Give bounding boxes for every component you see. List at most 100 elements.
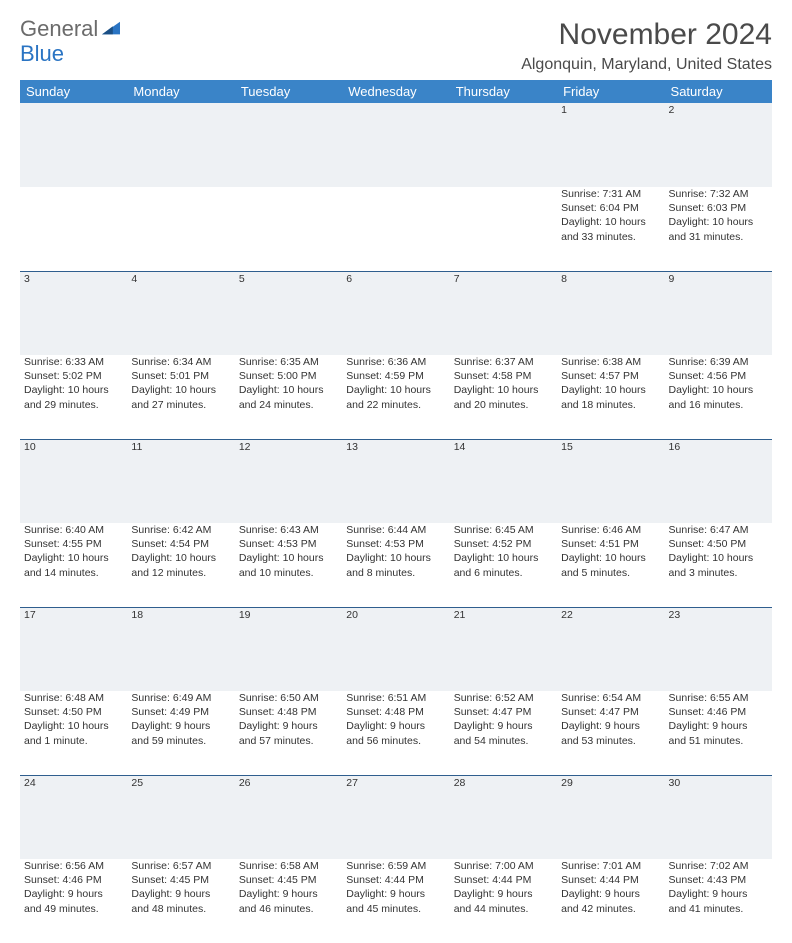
sunrise-text: Sunrise: 6:36 AM xyxy=(346,355,445,369)
day-number-cell: 20 xyxy=(342,607,449,691)
daylight2-text: and 1 minute. xyxy=(24,734,123,748)
sunset-text: Sunset: 4:44 PM xyxy=(454,873,553,887)
title-block: November 2024 Algonquin, Maryland, Unite… xyxy=(521,18,772,74)
daylight1-text: Daylight: 10 hours xyxy=(454,383,553,397)
day-number-cell: 16 xyxy=(665,439,772,523)
daylight1-text: Daylight: 10 hours xyxy=(239,551,338,565)
sunrise-text: Sunrise: 6:42 AM xyxy=(131,523,230,537)
sunrise-text: Sunrise: 7:00 AM xyxy=(454,859,553,873)
day-number-cell: 15 xyxy=(557,439,664,523)
day-number-cell: 23 xyxy=(665,607,772,691)
day-cell xyxy=(127,187,234,271)
daylight2-text: and 14 minutes. xyxy=(24,566,123,580)
day-content-row: Sunrise: 6:48 AMSunset: 4:50 PMDaylight:… xyxy=(20,691,772,775)
page-subtitle: Algonquin, Maryland, United States xyxy=(521,56,772,74)
day-number-cell: 12 xyxy=(235,439,342,523)
weekday-header: Sunday xyxy=(20,80,127,103)
day-number-cell: 2 xyxy=(665,103,772,187)
sunrise-text: Sunrise: 6:52 AM xyxy=(454,691,553,705)
day-number-cell: 28 xyxy=(450,775,557,859)
day-number-cell xyxy=(342,103,449,187)
sunrise-text: Sunrise: 6:49 AM xyxy=(131,691,230,705)
day-number-cell: 29 xyxy=(557,775,664,859)
day-number-cell: 25 xyxy=(127,775,234,859)
sunset-text: Sunset: 4:46 PM xyxy=(24,873,123,887)
day-cell: Sunrise: 6:49 AMSunset: 4:49 PMDaylight:… xyxy=(127,691,234,775)
daylight1-text: Daylight: 9 hours xyxy=(239,887,338,901)
daylight2-text: and 57 minutes. xyxy=(239,734,338,748)
sunrise-text: Sunrise: 7:02 AM xyxy=(669,859,768,873)
sunset-text: Sunset: 6:04 PM xyxy=(561,201,660,215)
daylight2-text: and 24 minutes. xyxy=(239,398,338,412)
sunset-text: Sunset: 4:48 PM xyxy=(239,705,338,719)
day-cell: Sunrise: 6:57 AMSunset: 4:45 PMDaylight:… xyxy=(127,859,234,943)
sunset-text: Sunset: 4:55 PM xyxy=(24,537,123,551)
daylight2-text: and 18 minutes. xyxy=(561,398,660,412)
day-cell: Sunrise: 6:35 AMSunset: 5:00 PMDaylight:… xyxy=(235,355,342,439)
sunset-text: Sunset: 4:49 PM xyxy=(131,705,230,719)
logo: General Blue xyxy=(20,18,120,67)
daylight1-text: Daylight: 10 hours xyxy=(24,551,123,565)
daylight2-text: and 44 minutes. xyxy=(454,902,553,916)
day-cell: Sunrise: 7:02 AMSunset: 4:43 PMDaylight:… xyxy=(665,859,772,943)
day-cell xyxy=(20,187,127,271)
daylight1-text: Daylight: 9 hours xyxy=(346,887,445,901)
day-cell: Sunrise: 6:39 AMSunset: 4:56 PMDaylight:… xyxy=(665,355,772,439)
sunrise-text: Sunrise: 7:31 AM xyxy=(561,187,660,201)
day-number-cell: 24 xyxy=(20,775,127,859)
daylight2-text: and 8 minutes. xyxy=(346,566,445,580)
daylight2-text: and 51 minutes. xyxy=(669,734,768,748)
sunset-text: Sunset: 4:45 PM xyxy=(131,873,230,887)
daylight1-text: Daylight: 10 hours xyxy=(239,383,338,397)
logo-word-2: Blue xyxy=(20,41,98,67)
daylight1-text: Daylight: 10 hours xyxy=(346,551,445,565)
day-cell: Sunrise: 6:59 AMSunset: 4:44 PMDaylight:… xyxy=(342,859,449,943)
daylight2-text: and 22 minutes. xyxy=(346,398,445,412)
day-number-cell: 14 xyxy=(450,439,557,523)
daylight2-text: and 3 minutes. xyxy=(669,566,768,580)
day-number-cell xyxy=(450,103,557,187)
day-cell: Sunrise: 6:44 AMSunset: 4:53 PMDaylight:… xyxy=(342,523,449,607)
header: General Blue November 2024 Algonquin, Ma… xyxy=(20,18,772,74)
daylight1-text: Daylight: 9 hours xyxy=(561,719,660,733)
sunrise-text: Sunrise: 6:54 AM xyxy=(561,691,660,705)
day-number-cell: 7 xyxy=(450,271,557,355)
sunrise-text: Sunrise: 6:38 AM xyxy=(561,355,660,369)
daylight2-text: and 56 minutes. xyxy=(346,734,445,748)
day-cell: Sunrise: 6:46 AMSunset: 4:51 PMDaylight:… xyxy=(557,523,664,607)
day-number-row: 3456789 xyxy=(20,271,772,355)
sunrise-text: Sunrise: 6:35 AM xyxy=(239,355,338,369)
day-number-row: 24252627282930 xyxy=(20,775,772,859)
day-number-cell xyxy=(20,103,127,187)
day-number-row: 10111213141516 xyxy=(20,439,772,523)
sunset-text: Sunset: 5:02 PM xyxy=(24,369,123,383)
sunset-text: Sunset: 4:46 PM xyxy=(669,705,768,719)
day-cell: Sunrise: 6:55 AMSunset: 4:46 PMDaylight:… xyxy=(665,691,772,775)
daylight1-text: Daylight: 9 hours xyxy=(454,719,553,733)
day-number-cell: 5 xyxy=(235,271,342,355)
day-number-cell: 11 xyxy=(127,439,234,523)
sunrise-text: Sunrise: 6:47 AM xyxy=(669,523,768,537)
sunset-text: Sunset: 4:44 PM xyxy=(561,873,660,887)
day-number-cell: 10 xyxy=(20,439,127,523)
day-number-cell: 9 xyxy=(665,271,772,355)
sunrise-text: Sunrise: 6:51 AM xyxy=(346,691,445,705)
sunset-text: Sunset: 4:43 PM xyxy=(669,873,768,887)
sunset-text: Sunset: 4:54 PM xyxy=(131,537,230,551)
daylight1-text: Daylight: 10 hours xyxy=(669,551,768,565)
day-number-cell: 18 xyxy=(127,607,234,691)
daylight2-text: and 27 minutes. xyxy=(131,398,230,412)
daylight2-text: and 49 minutes. xyxy=(24,902,123,916)
sunrise-text: Sunrise: 6:40 AM xyxy=(24,523,123,537)
daylight2-text: and 12 minutes. xyxy=(131,566,230,580)
day-cell: Sunrise: 6:42 AMSunset: 4:54 PMDaylight:… xyxy=(127,523,234,607)
day-number-cell: 4 xyxy=(127,271,234,355)
weekday-header: Tuesday xyxy=(235,80,342,103)
daylight2-text: and 46 minutes. xyxy=(239,902,338,916)
sunset-text: Sunset: 5:01 PM xyxy=(131,369,230,383)
daylight2-text: and 6 minutes. xyxy=(454,566,553,580)
sunrise-text: Sunrise: 6:37 AM xyxy=(454,355,553,369)
sunrise-text: Sunrise: 6:45 AM xyxy=(454,523,553,537)
day-cell xyxy=(450,187,557,271)
daylight1-text: Daylight: 10 hours xyxy=(131,551,230,565)
